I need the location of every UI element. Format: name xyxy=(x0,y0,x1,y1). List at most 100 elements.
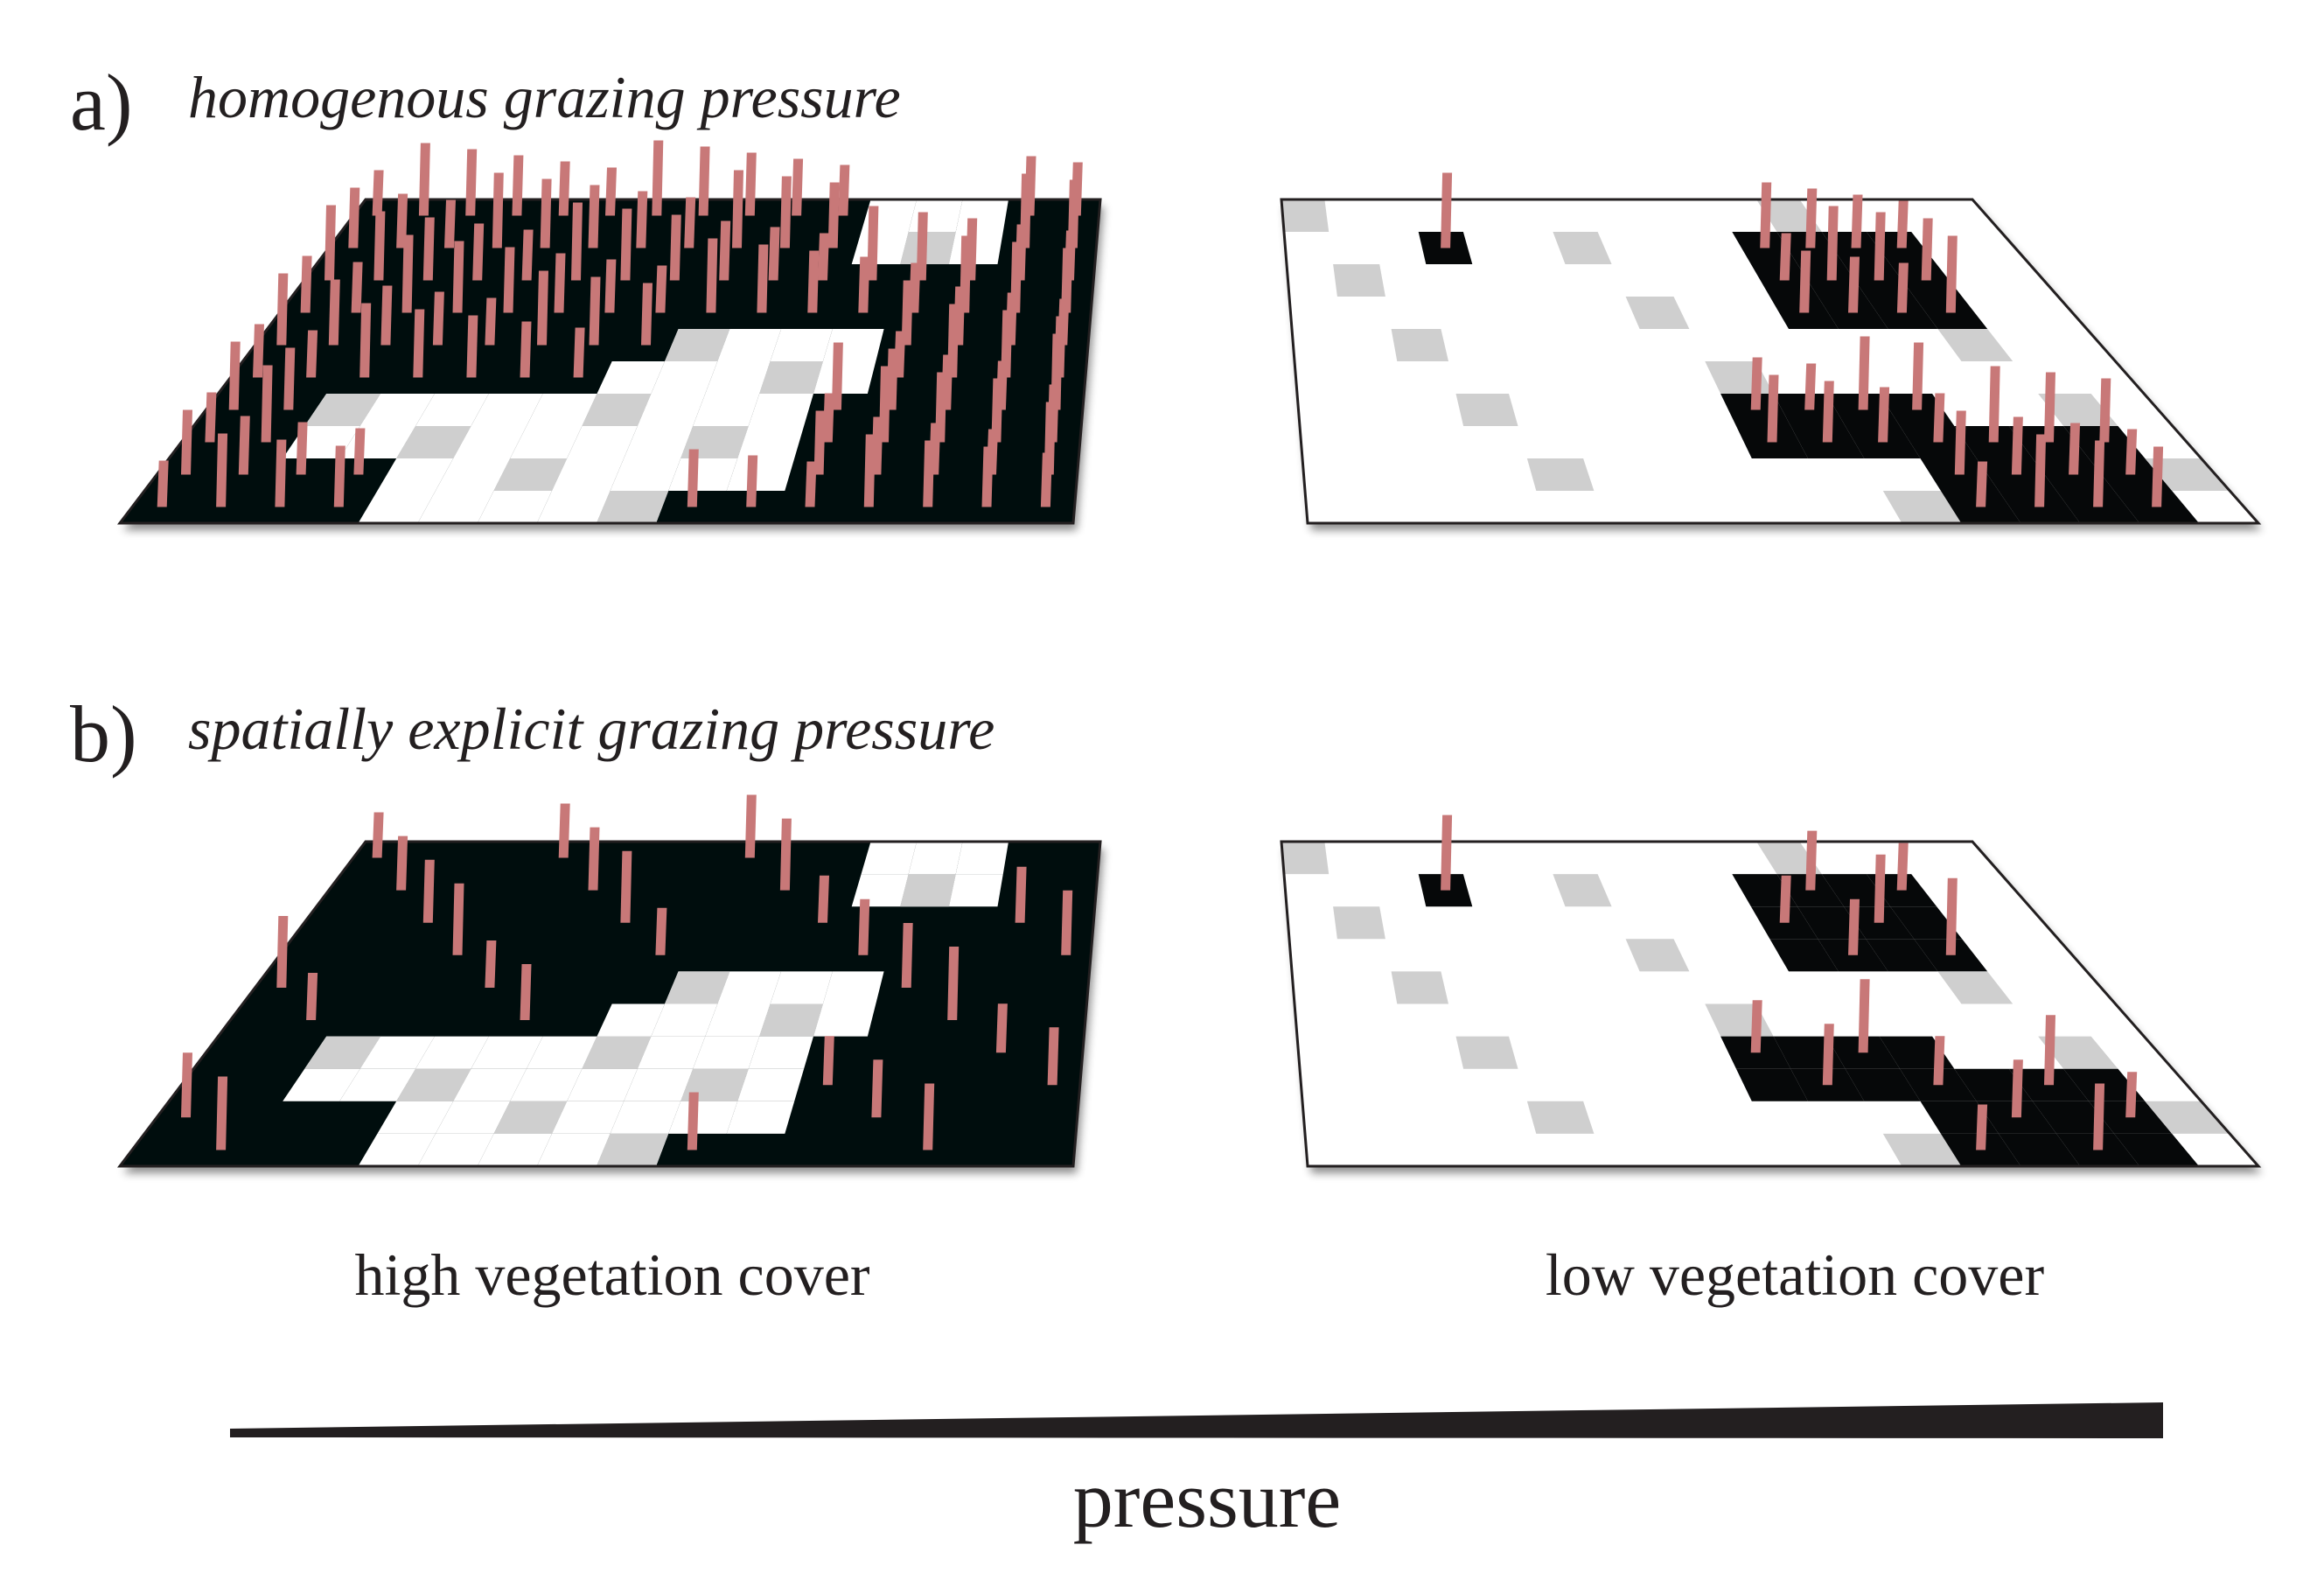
grazer-rod xyxy=(353,428,366,475)
grazer-rod xyxy=(981,446,994,507)
shadow-cell xyxy=(1333,906,1385,940)
bare-cell xyxy=(770,971,833,1004)
grazer-rod xyxy=(1805,830,1818,891)
bare-cell xyxy=(851,874,909,907)
bare-cell xyxy=(813,1003,876,1037)
grazer-rod xyxy=(558,803,570,858)
grazer-rod xyxy=(1061,248,1073,313)
grazer-rod xyxy=(228,341,241,410)
grazer-rod xyxy=(901,923,913,988)
shadow-cell xyxy=(1625,297,1690,329)
bare-cell xyxy=(377,458,454,491)
grazer-rod xyxy=(205,392,217,443)
grazer-rod xyxy=(1933,1036,1945,1086)
bare-cell xyxy=(693,1036,760,1069)
grazer-rod xyxy=(2011,416,2023,475)
grazer-rod xyxy=(1896,842,1909,891)
grazer-rod xyxy=(1760,182,1772,248)
shadow-cell xyxy=(304,394,380,426)
grazer-rod xyxy=(253,324,264,378)
bare-cell xyxy=(283,1068,360,1101)
landscape-outline xyxy=(116,198,1102,525)
bare-cell xyxy=(748,1036,813,1069)
bare-cell xyxy=(435,458,511,491)
grazer-rod xyxy=(1805,188,1818,248)
bare-cell xyxy=(717,971,782,1004)
shadow-cell xyxy=(2038,1036,2118,1069)
bare-cell xyxy=(693,394,760,426)
grazer-rod xyxy=(2099,378,2111,443)
grazer-rod xyxy=(1799,250,1811,313)
bare-cell xyxy=(536,491,611,523)
grazer-rod xyxy=(276,273,289,346)
grazer-rod xyxy=(1896,200,1909,248)
grazer-rod xyxy=(422,217,435,281)
shadow-cell xyxy=(1455,394,1518,426)
grazer-rod xyxy=(1954,410,1966,475)
shadow-cell xyxy=(1882,491,1962,523)
vegetation-cell xyxy=(1845,1068,1921,1101)
grazer-rod xyxy=(1750,357,1762,410)
grazer-rod xyxy=(520,964,532,1020)
shadow-cell xyxy=(759,1003,823,1037)
shadow-cell xyxy=(1333,264,1385,297)
grazer-rod xyxy=(181,1052,192,1118)
vegetation-cell xyxy=(2032,1101,2115,1134)
bare-cell xyxy=(908,199,963,232)
grazer-rod xyxy=(706,238,718,313)
grazer-rod xyxy=(1750,1000,1762,1053)
grazer-rod xyxy=(380,285,393,346)
grazer-rod xyxy=(2044,372,2055,443)
bare-cell xyxy=(453,426,527,458)
bare-cell xyxy=(415,1036,489,1069)
shadow-cell xyxy=(900,232,956,264)
grazer-rod xyxy=(306,973,318,1020)
bare-cell xyxy=(668,1101,738,1134)
shadow-cell xyxy=(1625,939,1690,972)
shadow-cell xyxy=(2145,1101,2230,1134)
bare-cell xyxy=(637,394,706,426)
grazer-rod xyxy=(947,947,960,1020)
shadow-cell xyxy=(493,1101,568,1134)
grazer-rod xyxy=(991,378,1003,443)
bare-cell xyxy=(726,1101,795,1134)
bare-cell xyxy=(417,491,494,523)
grazer-rod xyxy=(822,1036,834,1086)
grazer-rod xyxy=(537,270,548,346)
grazer-rod xyxy=(1933,393,1945,443)
grazer-rod xyxy=(792,158,804,216)
grazer-rod xyxy=(216,1076,228,1150)
grazer-rod xyxy=(652,140,664,216)
shadow-cell xyxy=(396,1068,471,1101)
bare-cell xyxy=(597,1003,665,1037)
grazer-rod xyxy=(1976,461,1988,507)
grazer-rod xyxy=(1988,366,2000,443)
grazer-rod xyxy=(418,143,430,216)
grazer-rod xyxy=(744,152,757,216)
grazer-rod xyxy=(157,460,169,507)
grazer-rod xyxy=(1874,212,1886,281)
grazer-rod xyxy=(655,907,667,955)
panel-b-letter: b) xyxy=(70,689,137,779)
bare-cell xyxy=(813,361,876,394)
grazer-rod xyxy=(838,164,850,216)
grazer-rod xyxy=(1896,262,1909,313)
grazer-rod xyxy=(684,197,696,248)
bare-cell xyxy=(770,329,833,361)
grazer-rod xyxy=(636,191,648,248)
shadow-cell xyxy=(493,458,568,491)
grazer-rod xyxy=(444,199,456,248)
grazer-rod xyxy=(396,835,408,891)
grazer-rod xyxy=(372,812,384,858)
shadow-cell xyxy=(1937,971,2013,1004)
bare-cell xyxy=(651,361,718,394)
grazer-rod xyxy=(2069,423,2081,475)
grazer-rod xyxy=(1767,374,1779,443)
grazer-rod xyxy=(181,409,192,475)
bare-cell xyxy=(510,426,583,458)
bare-cell xyxy=(359,1036,435,1069)
grazer-rod xyxy=(2152,446,2164,507)
grazer-rod xyxy=(813,410,826,475)
vegetation-cell xyxy=(1776,874,1845,907)
grazer-rod xyxy=(588,185,600,248)
